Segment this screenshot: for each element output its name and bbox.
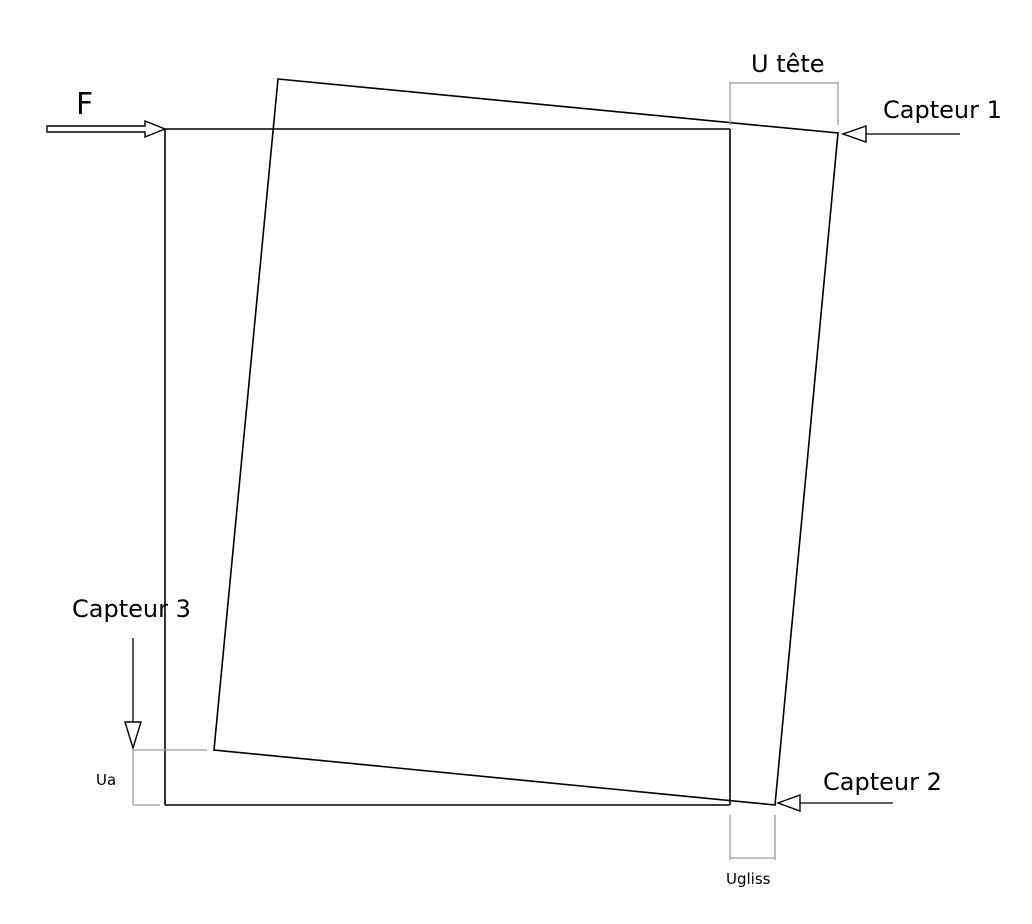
ua-dimension <box>132 749 207 806</box>
capteur-1-sensor <box>840 125 960 143</box>
capteur-2-sensor <box>775 794 893 812</box>
force-arrow <box>46 119 167 139</box>
u-tete-dimension <box>729 82 839 125</box>
capteur-3-arrowhead <box>124 721 142 751</box>
capteur-2-label: Capteur 2 <box>823 768 942 796</box>
capteur-1-arrowhead <box>840 125 867 143</box>
deformed-quadrilateral <box>213 78 839 806</box>
ua-label: Ua <box>96 771 116 789</box>
u-tete-label: U tête <box>751 50 825 78</box>
force-label: F <box>76 87 93 122</box>
ugliss-dimension <box>729 815 776 860</box>
capteur-2-arrowhead <box>775 794 801 812</box>
capteur-3-label: Capteur 3 <box>72 595 191 623</box>
original-rectangle <box>164 128 731 806</box>
capteur-1-label: Capteur 1 <box>883 96 1002 124</box>
capteur-3-sensor <box>124 638 142 751</box>
force-arrow-shape <box>46 119 167 139</box>
ugliss-label: Ugliss <box>726 870 771 888</box>
